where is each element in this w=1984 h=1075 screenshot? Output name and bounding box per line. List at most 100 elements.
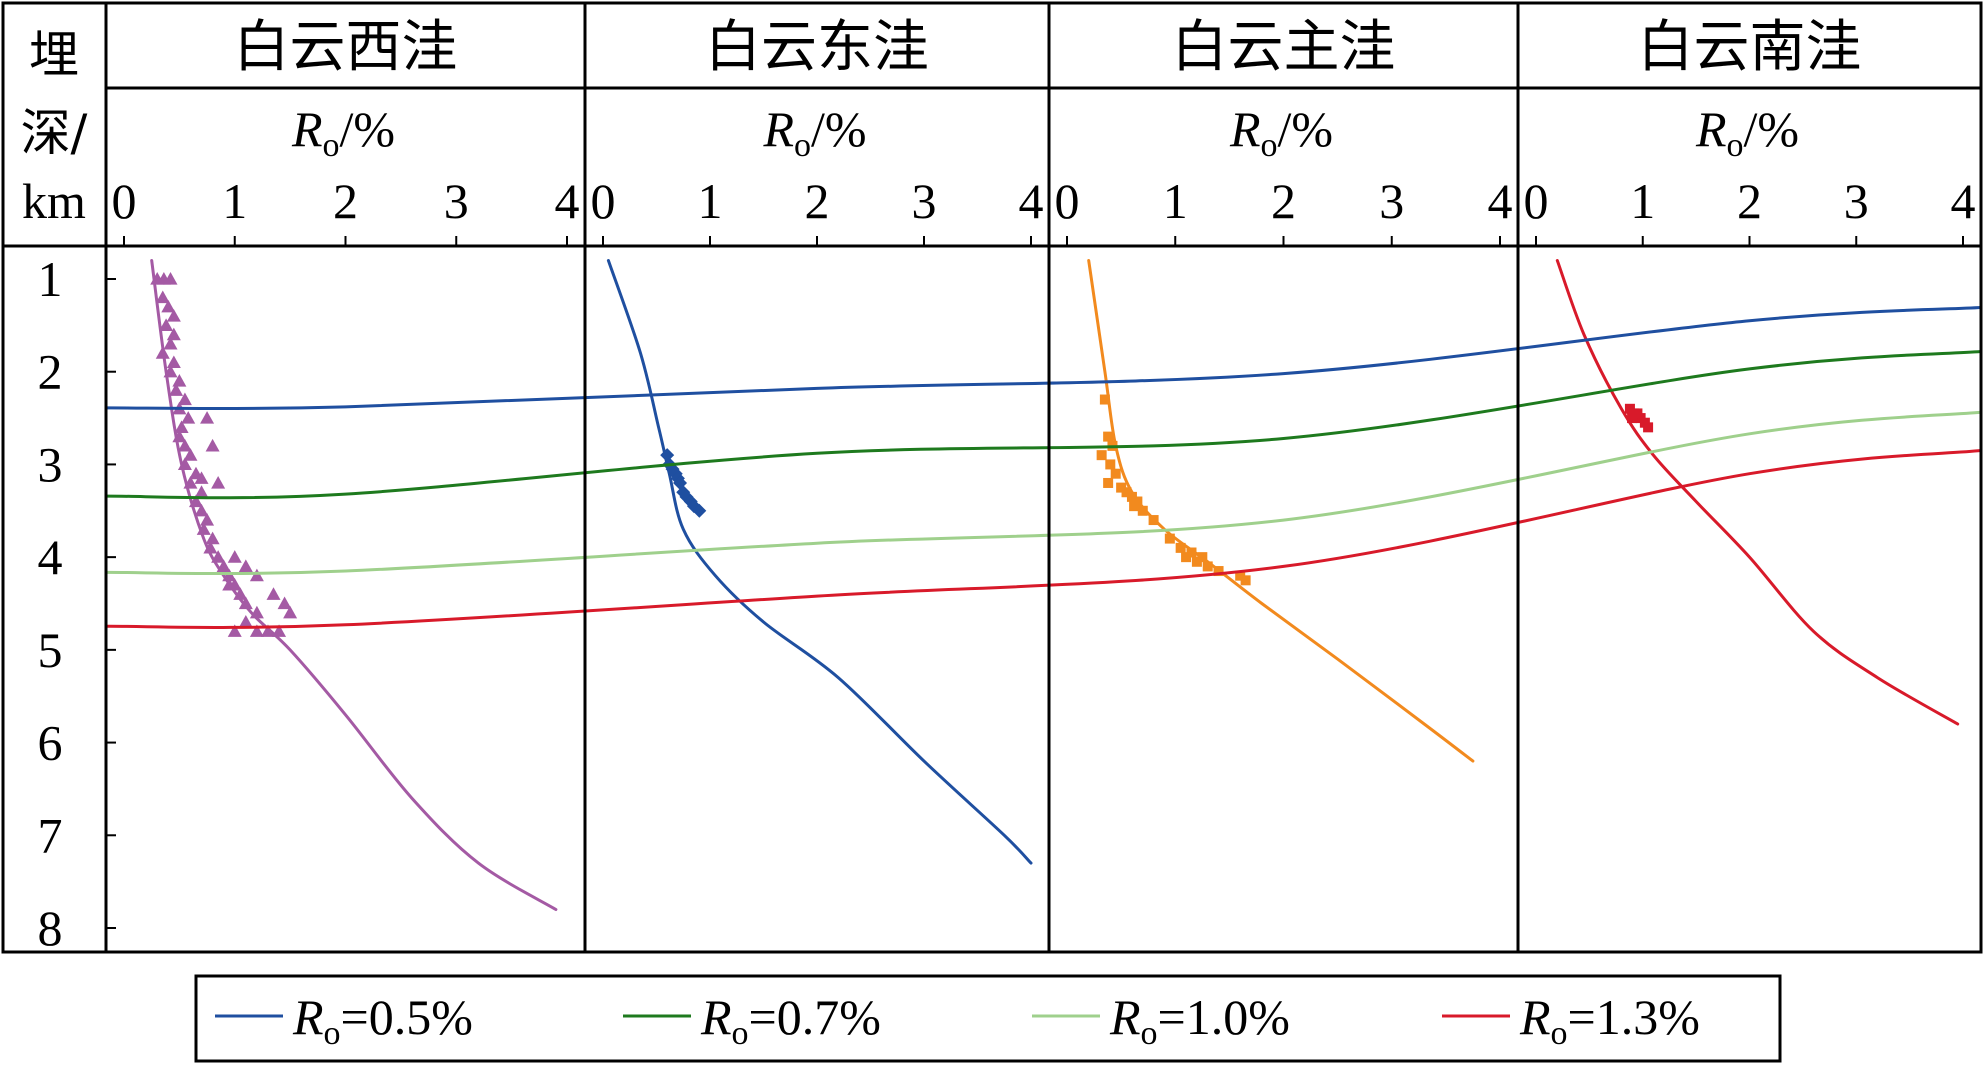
maturity-curve (606, 259, 1033, 865)
iso-line-4 (106, 449, 1981, 629)
legend-label: Ro=0.7% (700, 989, 881, 1052)
legend-box (194, 974, 1782, 1063)
sample-point (660, 448, 675, 463)
sample-point (249, 624, 264, 637)
sample-point (277, 596, 292, 610)
sample-point (163, 364, 178, 378)
sample-point (161, 299, 176, 313)
sample-point (1235, 570, 1246, 581)
sample-point (166, 327, 181, 341)
x-tick-label: 2 (1737, 173, 1762, 229)
x-tick-label: 3 (1844, 173, 1869, 229)
x-tick-label: 0 (1055, 173, 1080, 229)
sample-point (155, 290, 170, 304)
x-tick-label: 1 (698, 173, 723, 229)
sample-point (172, 429, 187, 443)
sample-point (266, 587, 281, 600)
iso-line-2 (106, 350, 1981, 500)
legend-label-sub: o (1141, 1015, 1158, 1052)
x-tick-label: 4 (1019, 173, 1044, 229)
y-tick-label: 4 (38, 529, 63, 585)
sample-point (1137, 505, 1148, 516)
sample-point (222, 577, 237, 591)
sample-point (1096, 450, 1107, 461)
x-axis-label-tail: /% (1744, 101, 1800, 157)
iso-line-3 (106, 410, 1981, 576)
sample-point (211, 475, 226, 489)
sample-point (183, 448, 198, 461)
sample-point (181, 411, 196, 424)
legend-label-value: =0.5% (341, 989, 473, 1045)
panel-1 (150, 259, 558, 911)
legend-label-main: R (292, 989, 324, 1045)
sample-point (1643, 422, 1654, 433)
sample-point (1181, 552, 1192, 563)
sample-point (211, 550, 226, 563)
y-axis-label-line: 埋 (29, 26, 79, 84)
sample-point (1240, 575, 1251, 586)
x-tick-label: 1 (222, 173, 247, 229)
sample-point (1632, 408, 1643, 419)
x-axis-label-sub: o (323, 127, 340, 164)
sample-point (1213, 566, 1224, 577)
sample-point (188, 494, 203, 508)
sample-point (1148, 515, 1159, 526)
legend-label-main: R (1109, 989, 1141, 1045)
sample-point (205, 438, 220, 452)
sample-point (1191, 556, 1202, 567)
sample-point (166, 309, 181, 322)
sample-point (1126, 491, 1137, 502)
sample-point (200, 513, 215, 526)
x-tick-label: 3 (444, 173, 469, 229)
legend-label-value: =1.3% (1568, 989, 1700, 1045)
x-axis-label: Ro/% (1229, 101, 1333, 164)
legend-label: Ro=0.5% (292, 989, 473, 1052)
sample-point (692, 503, 707, 518)
sample-point (194, 485, 209, 498)
sample-point (1103, 431, 1114, 442)
sample-point (194, 503, 209, 517)
sample-point (686, 499, 701, 514)
sample-point (1110, 468, 1121, 479)
x-tick-label: 3 (1379, 173, 1404, 229)
sample-point (1116, 482, 1127, 493)
x-tick-label: 0 (112, 173, 137, 229)
legend-label-main: R (700, 989, 732, 1045)
sample-point (249, 568, 264, 582)
y-tick-label: 5 (38, 622, 63, 678)
x-tick-label: 4 (555, 173, 580, 229)
y-tick-label: 7 (38, 807, 63, 863)
legend-label: Ro=1.0% (1109, 989, 1290, 1052)
sample-point (1129, 501, 1140, 512)
sample-point (177, 457, 192, 471)
sample-point (216, 559, 231, 573)
sample-point (177, 438, 192, 452)
sample-point (1627, 413, 1638, 424)
sample-point (238, 596, 253, 610)
x-tick-label: 4 (1488, 173, 1513, 229)
iso-maturity-lines (106, 306, 1981, 629)
x-axis-label-sub: o (1261, 127, 1278, 164)
x-axis-label-main: R (762, 101, 794, 157)
x-tick-label: 1 (1630, 173, 1655, 229)
sample-point (1175, 542, 1186, 553)
sample-point (1202, 561, 1213, 572)
sample-point (272, 624, 287, 637)
maturity-curve (1555, 259, 1960, 726)
legend-label-value: =1.0% (1158, 989, 1290, 1045)
legend-label-sub: o (324, 1015, 341, 1052)
x-axis-label-tail: /% (1278, 101, 1334, 157)
sample-point (194, 471, 209, 484)
y-tick-label: 1 (38, 251, 63, 307)
y-tick-label: 2 (38, 344, 63, 400)
x-axis-label: Ro/% (1695, 101, 1799, 164)
sample-point (163, 336, 178, 350)
x-axis-label-tail: /% (340, 101, 396, 157)
sample-point (227, 624, 242, 637)
x-tick-label: 2 (333, 173, 358, 229)
x-tick-label: 2 (1271, 173, 1296, 229)
sample-point (1121, 487, 1132, 498)
sample-point (1103, 477, 1114, 488)
y-axis-label-line: 深/ (21, 104, 88, 162)
